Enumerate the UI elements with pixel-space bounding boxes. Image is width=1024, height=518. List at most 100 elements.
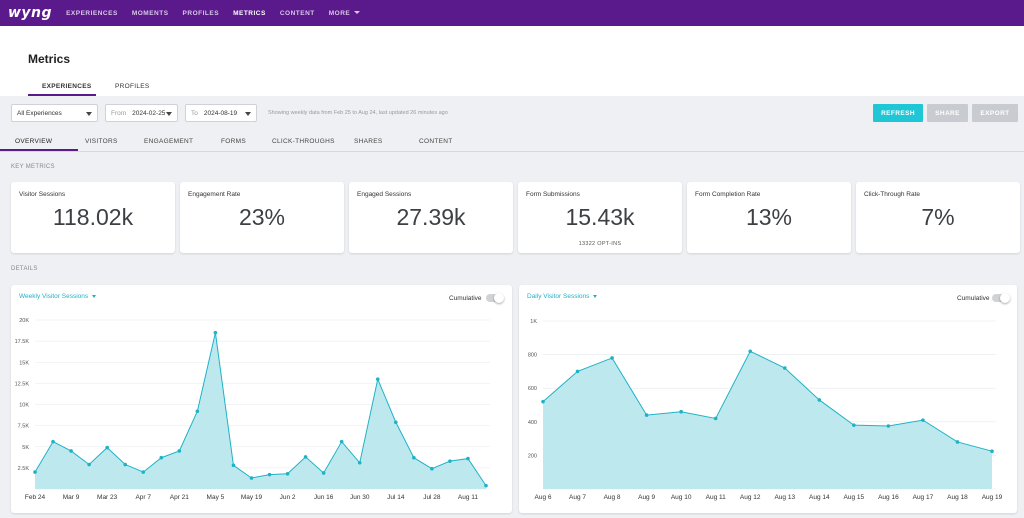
metric-card-engagement-rate: Engagement Rate 23% xyxy=(180,182,344,253)
x-tick-label: Aug 13 xyxy=(774,494,795,501)
data-point xyxy=(852,423,856,427)
data-point xyxy=(51,439,55,444)
data-point xyxy=(375,377,380,381)
nav-more[interactable]: MORE xyxy=(329,10,361,17)
data-point xyxy=(69,449,73,453)
chevron-down-icon xyxy=(86,112,92,116)
tab-click-throughs[interactable]: CLICK-THROUGHS xyxy=(272,138,335,145)
data-point xyxy=(575,369,580,374)
tab-content[interactable]: CONTENT xyxy=(419,138,453,145)
metric-card-form-submissions: Form Submissions 15.43k 13322 OPT-INS xyxy=(518,182,682,253)
to-date-select[interactable]: To 2024-08-19 xyxy=(185,104,257,122)
nav-metrics[interactable]: METRICS xyxy=(233,9,266,17)
data-point xyxy=(357,461,362,465)
data-point xyxy=(466,456,470,461)
nav-profiles[interactable]: PROFILES xyxy=(182,9,220,17)
cumulative-toggle[interactable] xyxy=(486,293,504,303)
x-tick-label: Jul 14 xyxy=(387,494,405,501)
to-label: To xyxy=(191,109,198,117)
chevron-down-icon xyxy=(593,294,598,298)
data-point xyxy=(748,349,753,354)
cumulative-label: Cumulative xyxy=(957,295,990,302)
share-button[interactable]: SHARE xyxy=(927,104,968,122)
data-info-text: Showing weekly data from Feb 25 to Aug 2… xyxy=(268,110,448,116)
data-point xyxy=(448,459,452,463)
subtab-active-indicator xyxy=(28,94,96,96)
series-area xyxy=(543,351,992,489)
subtab-experiences[interactable]: EXPERIENCES xyxy=(42,83,92,90)
data-point xyxy=(339,439,344,444)
wyng-logo[interactable]: wyng xyxy=(8,5,53,21)
nav-experiences[interactable]: EXPERIENCES xyxy=(66,9,118,17)
key-metrics-label: KEY METRICS xyxy=(11,164,55,170)
chevron-down-icon xyxy=(245,112,251,116)
metric-value: 23% xyxy=(238,204,286,230)
y-tick-label: 2.5K xyxy=(18,466,30,472)
tab-forms[interactable]: FORMS xyxy=(221,138,246,145)
subtab-profiles[interactable]: PROFILES xyxy=(115,83,150,90)
data-point xyxy=(177,449,182,453)
nav-content[interactable]: CONTENT xyxy=(279,9,315,17)
weekly-sessions-chart: 2.5K 5K 7.5K 10K 12.5K 15K 17.5K 20K Feb 24 Mar 9… xyxy=(15,318,490,501)
metric-card-click-through-rate: Click-Through Rate 7% xyxy=(856,182,1020,253)
x-tick-label: Aug 12 xyxy=(740,494,761,501)
x-tick-label: Mar 9 xyxy=(63,494,80,501)
metric-subtext: 13322 OPT-INS xyxy=(578,241,622,247)
x-tick-label: Aug 18 xyxy=(947,494,968,501)
data-point xyxy=(713,416,718,421)
tab-visitors[interactable]: VISITORS xyxy=(85,138,118,145)
x-tick-label: Jul 28 xyxy=(423,494,441,501)
y-tick-label: 5K xyxy=(22,445,29,451)
chevron-down-icon xyxy=(92,294,97,298)
export-button[interactable]: EXPORT xyxy=(972,104,1018,122)
y-tick-label: 800 xyxy=(528,353,537,359)
x-tick-label: Aug 6 xyxy=(535,494,552,501)
page-header: Metrics EXPERIENCES PROFILES xyxy=(0,26,1024,96)
from-label: From xyxy=(111,109,127,117)
daily-chart-selector[interactable]: Daily Visitor Sessions xyxy=(527,293,598,300)
y-tick-label: 200 xyxy=(528,453,537,459)
weekly-chart-selector[interactable]: Weekly Visitor Sessions xyxy=(19,293,97,300)
chevron-down-icon xyxy=(354,11,361,15)
metric-title: Visitor Sessions xyxy=(19,191,66,198)
data-point xyxy=(87,462,91,467)
data-point xyxy=(33,470,37,474)
metric-value: 13% xyxy=(745,204,793,230)
tab-overview[interactable]: OVERVIEW xyxy=(15,138,53,145)
data-point xyxy=(267,472,272,477)
data-point xyxy=(213,330,218,335)
metric-title: Form Submissions xyxy=(526,191,580,198)
top-nav: wyng EXPERIENCES MOMENTS PROFILES METRIC… xyxy=(0,0,1024,26)
y-tick-label: 20K xyxy=(19,318,29,324)
metric-title: Form Completion Rate xyxy=(695,191,761,198)
nav-moments[interactable]: MOMENTS xyxy=(131,9,169,17)
toggle-knob xyxy=(494,293,504,303)
section-tabs: OVERVIEW VISITORS ENGAGEMENT FORMS CLICK… xyxy=(0,132,1024,152)
details-label: DETAILS xyxy=(11,266,38,272)
from-date-select[interactable]: From 2024-02-25 xyxy=(105,104,178,122)
data-point xyxy=(141,470,146,474)
metric-card-visitor-sessions: Visitor Sessions 118.02k xyxy=(11,182,175,253)
data-point xyxy=(231,463,236,468)
weekly-sessions-panel: Weekly Visitor Sessions Cumulative 2.5K 5… xyxy=(11,285,512,513)
data-point xyxy=(321,471,326,475)
x-tick-label: Apr 21 xyxy=(170,494,190,501)
x-tick-label: May 5 xyxy=(207,494,225,501)
x-tick-label: Aug 9 xyxy=(638,494,655,501)
x-tick-label: Aug 8 xyxy=(604,494,621,501)
data-point xyxy=(105,445,109,450)
refresh-button[interactable]: REFRESH xyxy=(873,104,923,122)
x-tick-label: Aug 15 xyxy=(844,494,865,501)
y-tick-label: 600 xyxy=(528,386,537,392)
data-point xyxy=(679,409,683,414)
tab-shares[interactable]: SHARES xyxy=(354,138,383,145)
experience-select[interactable]: All Experiences xyxy=(11,104,98,122)
data-point xyxy=(303,455,308,459)
tab-engagement[interactable]: ENGAGEMENT xyxy=(144,138,194,145)
cumulative-toggle[interactable] xyxy=(992,293,1010,303)
data-point xyxy=(159,455,164,460)
y-tick-label: 1K xyxy=(530,319,537,325)
nav-more-label: MORE xyxy=(328,9,351,17)
series-area xyxy=(35,332,486,489)
metric-title: Engaged Sessions xyxy=(357,191,412,198)
